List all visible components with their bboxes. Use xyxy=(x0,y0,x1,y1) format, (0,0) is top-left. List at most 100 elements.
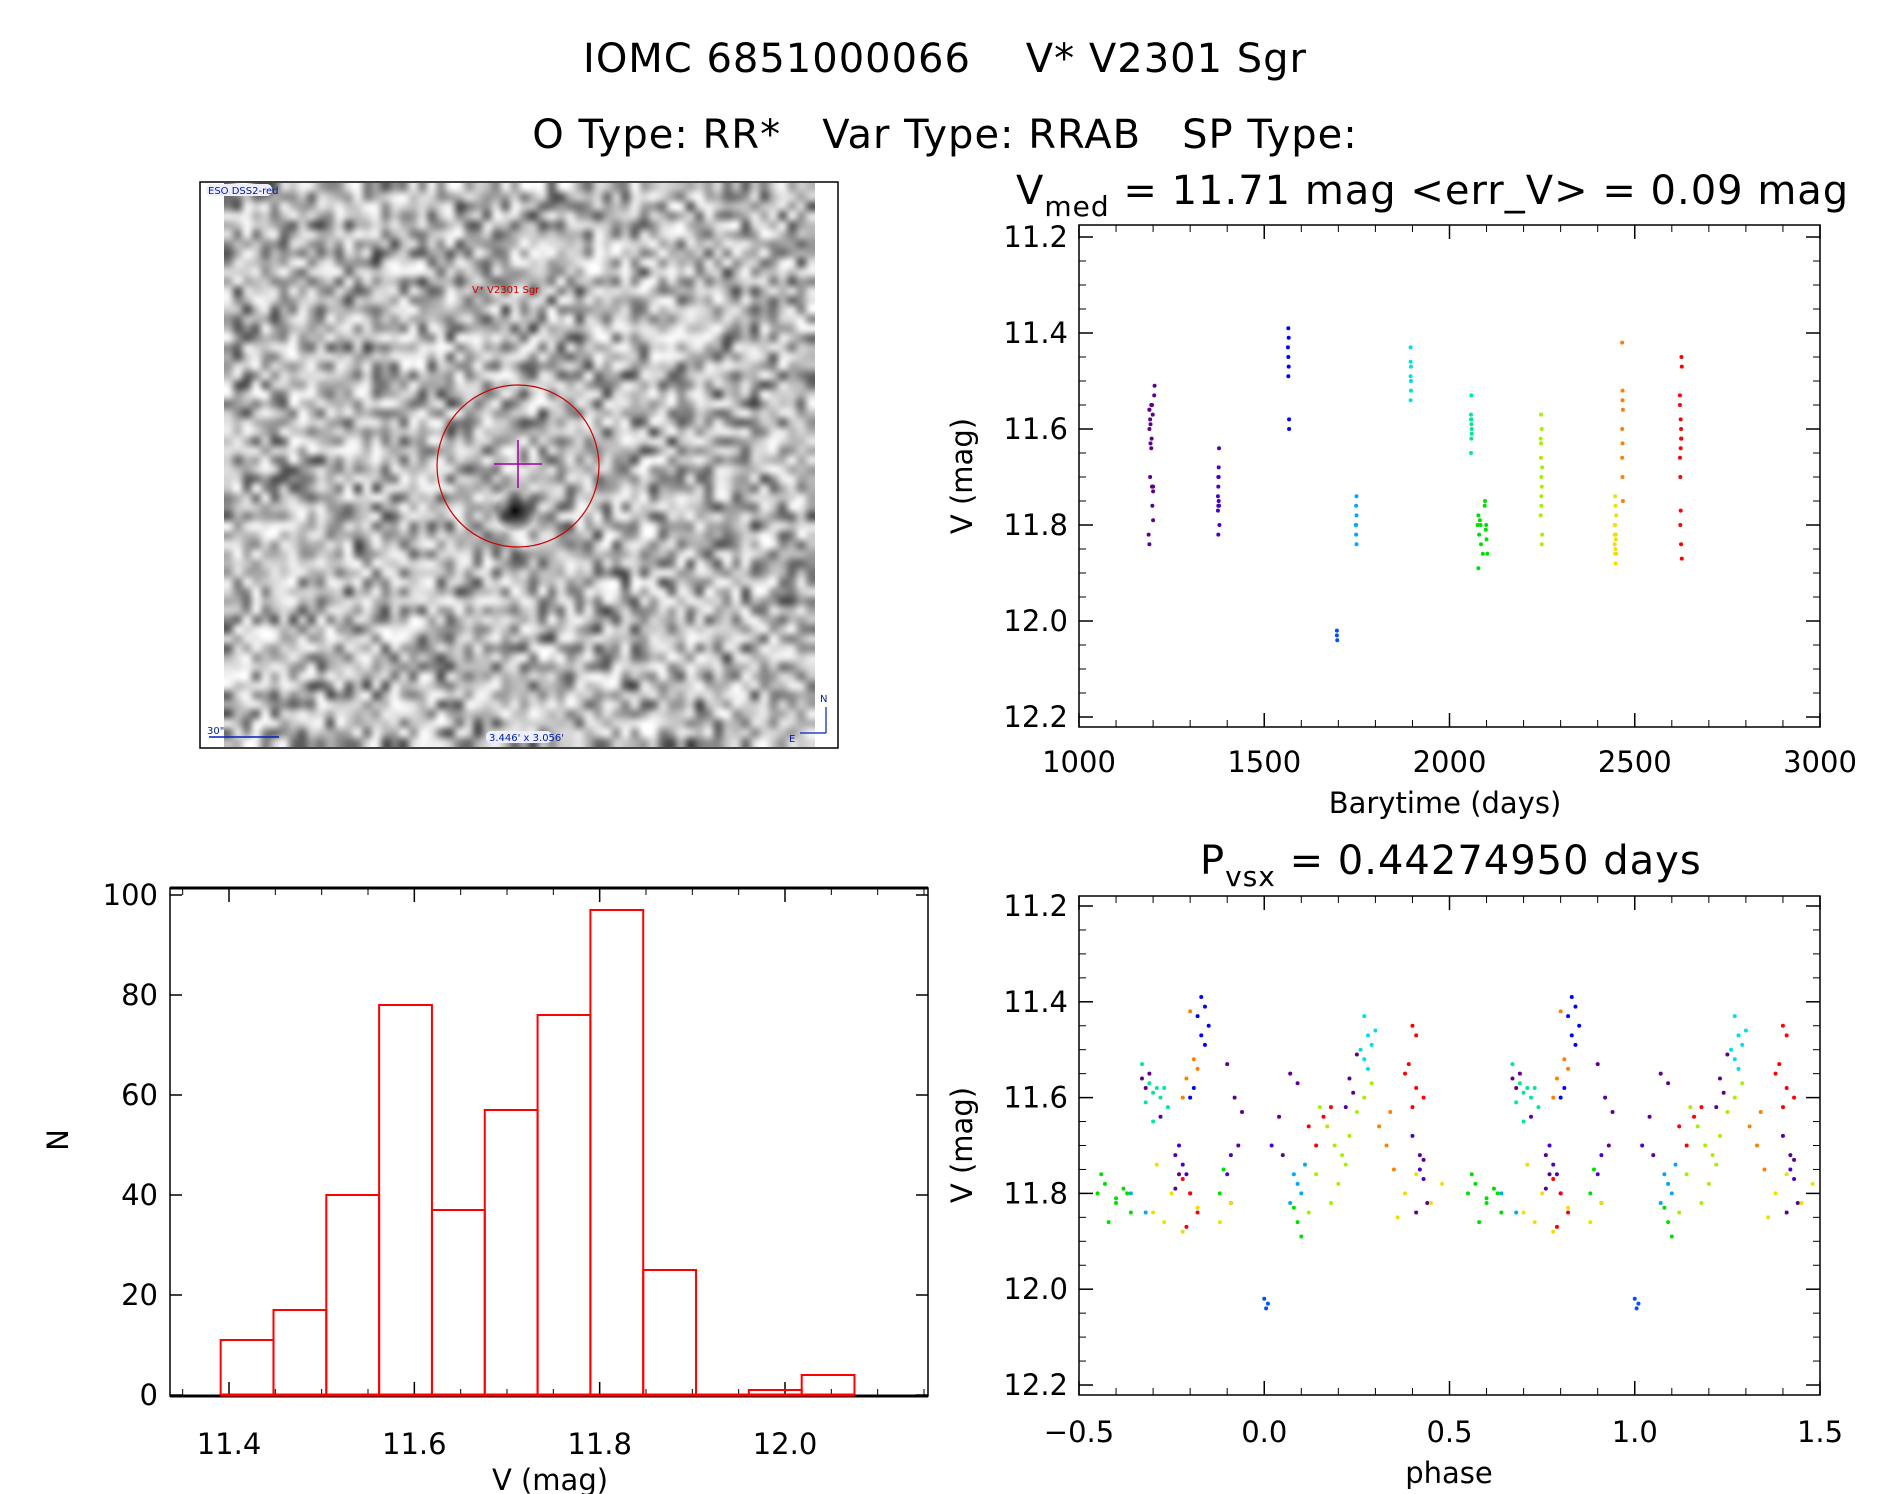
phase-point xyxy=(1540,1191,1545,1196)
data-point xyxy=(1476,513,1481,518)
phase-point xyxy=(1365,1033,1370,1038)
data-point xyxy=(1408,388,1413,393)
phase-point xyxy=(1514,1100,1519,1105)
y-tick-label: 11.6 xyxy=(1003,1081,1068,1115)
data-point xyxy=(1620,475,1625,479)
phase-point xyxy=(1684,1143,1689,1148)
data-point xyxy=(1408,379,1413,383)
image-frame xyxy=(199,181,839,749)
phase-point xyxy=(1095,1191,1100,1196)
phase-point xyxy=(1784,1033,1789,1038)
phase-point xyxy=(1151,1119,1156,1124)
data-point xyxy=(1620,388,1625,393)
data-point xyxy=(1150,412,1155,417)
histogram-bar xyxy=(589,909,645,1395)
y-tick-label: 20 xyxy=(121,1278,158,1312)
data-point xyxy=(1538,436,1543,441)
data-point xyxy=(1677,455,1682,460)
phase-point xyxy=(1773,1071,1778,1076)
phase-point xyxy=(1114,1200,1119,1205)
phase-point xyxy=(1695,1124,1700,1129)
fov-label-bg xyxy=(486,731,552,743)
data-point xyxy=(1612,523,1617,527)
phase-point xyxy=(1121,1186,1126,1191)
phase-point xyxy=(1788,1167,1793,1172)
phase-point xyxy=(1369,1081,1374,1086)
phase-point xyxy=(1184,1076,1189,1081)
phase-title-main: P xyxy=(1200,838,1225,884)
phase-point xyxy=(1491,1186,1496,1191)
data-point xyxy=(1679,436,1684,441)
lc-xlabel: Barytime (days) xyxy=(1329,786,1562,820)
phase-point xyxy=(1299,1191,1304,1196)
y-tick-label: 11.6 xyxy=(1003,412,1068,446)
phase-point xyxy=(1714,1162,1719,1167)
data-point xyxy=(1620,340,1625,345)
data-point xyxy=(1148,441,1153,446)
phase-point xyxy=(1577,1023,1582,1028)
y-tick-label: 11.8 xyxy=(1003,508,1068,542)
phase-point xyxy=(1295,1081,1300,1086)
y-tick-label: 11.8 xyxy=(1003,1176,1068,1210)
y-tick-label: 11.4 xyxy=(1003,985,1068,1019)
data-point xyxy=(1408,359,1413,364)
data-point xyxy=(1469,436,1474,441)
phase-point xyxy=(1547,1172,1552,1177)
data-point xyxy=(1148,422,1153,427)
phase-point xyxy=(1677,1124,1682,1129)
phase-point xyxy=(1177,1172,1182,1177)
phase-point xyxy=(1403,1071,1408,1076)
phase-point xyxy=(1265,1301,1270,1306)
phase-point xyxy=(1658,1200,1663,1205)
phase-point xyxy=(1314,1143,1319,1148)
phase-point xyxy=(1810,1181,1815,1186)
hist-xlabel: V (mag) xyxy=(492,1463,608,1494)
phase-point xyxy=(1710,1153,1715,1158)
phase-point xyxy=(1291,1205,1296,1210)
phase-point xyxy=(1373,1028,1378,1033)
phase-point xyxy=(1228,1153,1233,1158)
phase-point xyxy=(1495,1191,1500,1196)
data-point xyxy=(1469,431,1474,436)
phase-point xyxy=(1554,1224,1559,1229)
compass-icon xyxy=(800,707,827,734)
phase-plot: −0.5 0.0 0.5 1.0 1.5 11.2 11.4 11.6 11.8 12.0 12.2 xyxy=(1003,889,1843,1449)
data-point xyxy=(1334,633,1339,638)
phase-point xyxy=(1321,1114,1326,1119)
data-point xyxy=(1334,628,1339,633)
phase-point xyxy=(1499,1191,1504,1196)
x-tick-label: 11.6 xyxy=(382,1427,447,1461)
phase-point xyxy=(1128,1210,1133,1215)
phase-point xyxy=(1725,1109,1730,1114)
phase-point xyxy=(1340,1153,1345,1158)
data-point xyxy=(1539,427,1544,431)
phase-point xyxy=(1566,1014,1571,1019)
phase-point xyxy=(1662,1205,1667,1210)
phase-point xyxy=(1736,1066,1741,1071)
phase-point xyxy=(1588,1220,1593,1225)
phase-point xyxy=(1317,1105,1322,1110)
phase-point xyxy=(1514,1086,1519,1091)
phase-point xyxy=(1606,1143,1611,1148)
phase-point xyxy=(1143,1100,1148,1105)
phase-point xyxy=(1666,1181,1671,1186)
data-point xyxy=(1354,523,1359,527)
phase-point xyxy=(1469,1172,1474,1177)
phase-point xyxy=(1554,1172,1559,1177)
phase-point xyxy=(1632,1296,1637,1301)
data-point xyxy=(1408,364,1413,369)
phase-point xyxy=(1684,1172,1689,1177)
phase-point xyxy=(1743,1028,1748,1033)
phase-point xyxy=(1184,1224,1189,1229)
phase-point xyxy=(1777,1062,1782,1067)
data-point xyxy=(1679,364,1684,369)
phase-point xyxy=(1202,1042,1207,1047)
phase-point xyxy=(1788,1153,1793,1158)
data-point xyxy=(1620,427,1625,431)
phase-point xyxy=(1343,1162,1348,1167)
y-tick-label: 12.2 xyxy=(1003,1368,1068,1402)
phase-point xyxy=(1347,1133,1352,1138)
phase-point xyxy=(1484,1200,1489,1205)
data-point xyxy=(1484,537,1489,542)
data-point xyxy=(1620,455,1625,460)
